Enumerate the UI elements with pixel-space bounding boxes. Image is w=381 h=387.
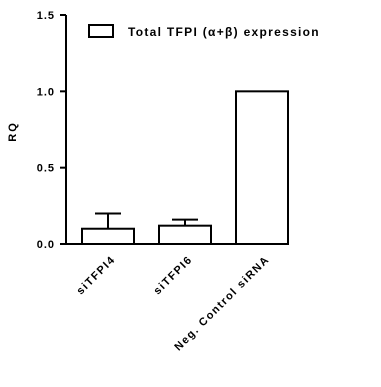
x-tick-label: siTFPI6 [152,254,196,298]
bar [235,90,289,246]
y-tick-label: 0.5 [37,163,55,175]
y-axis: 0.0 0.5 1.0 1.5 RQ [7,10,67,251]
bars-group [81,90,289,246]
legend-swatch [88,24,114,38]
legend: Total TFPI (α+β) expression [88,24,320,39]
bar [158,224,212,245]
legend-label: Total TFPI (α+β) expression [128,25,320,39]
y-axis-label: RQ [7,121,19,142]
y-tick-label: 1.5 [37,10,55,22]
bar [81,227,135,246]
x-tick-label: siTFPI4 [75,254,119,298]
y-tick-label: 1.0 [37,86,55,98]
y-tick-label: 0.0 [37,239,55,251]
